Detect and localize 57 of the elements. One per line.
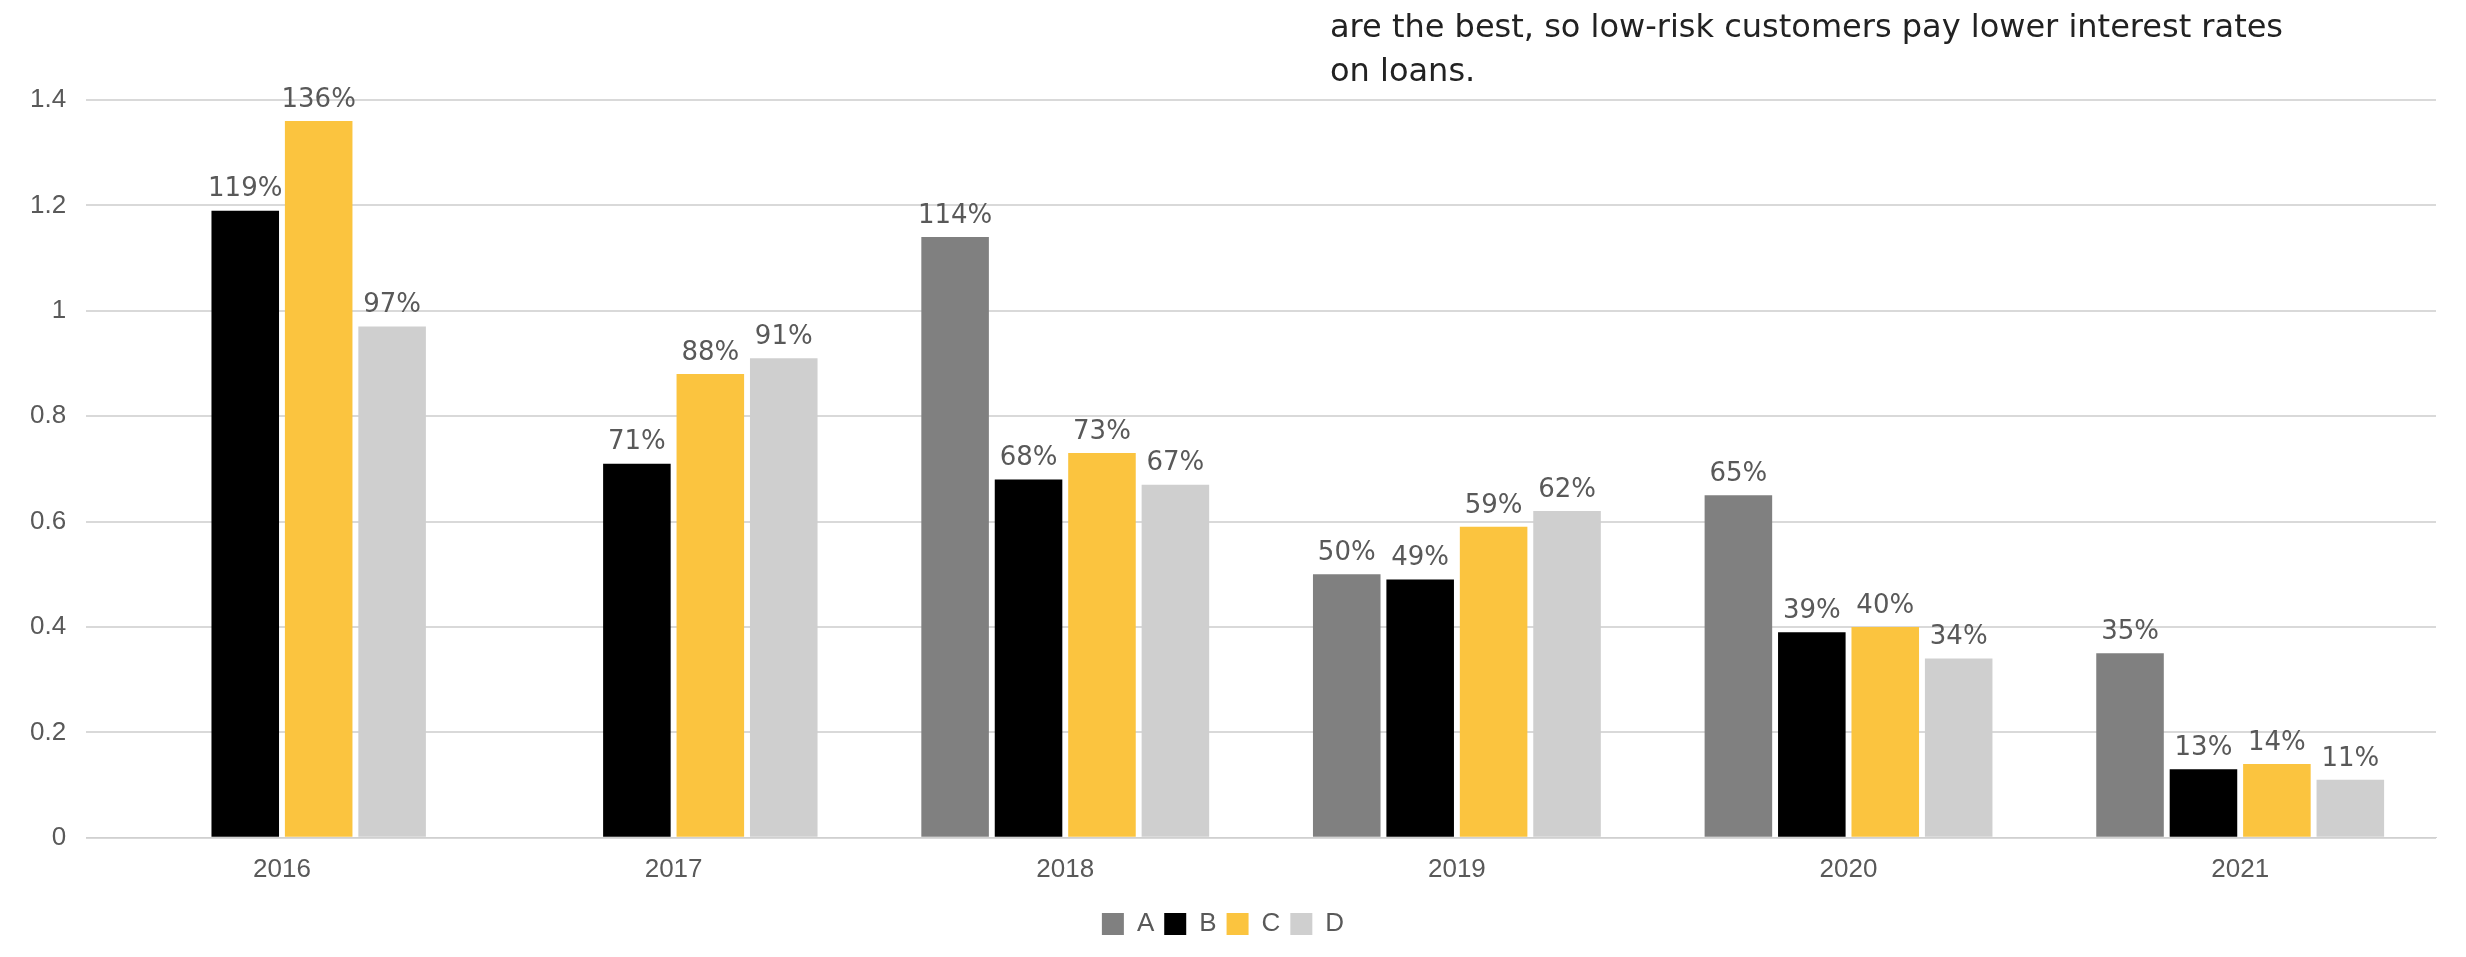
data-label: 97% (363, 288, 422, 319)
data-label: 59% (1464, 488, 1523, 519)
x-tick-label: 2020 (1819, 852, 1878, 883)
bar (994, 479, 1063, 837)
data-label: 62% (1538, 472, 1596, 503)
y-tick-label: 0.6 (29, 504, 67, 535)
x-tick-label: 2019 (1427, 852, 1486, 883)
bar (921, 237, 989, 837)
data-label: 35% (2101, 615, 2159, 646)
data-label: 67% (1146, 446, 1205, 477)
data-label: 50% (1317, 536, 1376, 567)
data-label: 65% (1709, 457, 1768, 487)
bar (1851, 627, 1920, 837)
data-label: 49% (1391, 541, 1450, 572)
legend-label: B (1199, 907, 1217, 938)
data-label: 114% (917, 198, 993, 229)
bar (1704, 495, 1773, 837)
bar (1312, 574, 1381, 837)
bar (2096, 653, 2164, 837)
data-label: 71% (607, 425, 666, 456)
data-label: 13% (2174, 731, 2233, 762)
data-label: 14% (2248, 725, 2306, 756)
bar (1778, 632, 1846, 837)
bar (1386, 579, 1454, 837)
data-label: 136% (281, 82, 356, 113)
y-tick-label: 0.8 (29, 399, 67, 430)
data-label: 40% (1856, 588, 1915, 619)
data-label: 68% (999, 441, 1058, 472)
legend-label: C (1261, 907, 1281, 938)
x-tick-label: 2017 (644, 852, 703, 883)
x-tick-label: 2018 (1036, 852, 1095, 883)
text: are the best, so low-risk customers pay lower interest rates on loans. (1330, 6, 2285, 91)
y-tick-label: 1.2 (29, 188, 67, 219)
y-tick-label: 0 (51, 820, 67, 851)
data-label: 91% (754, 319, 813, 350)
data-label: 119% (208, 172, 283, 203)
data-label: 34% (1929, 620, 1988, 651)
bar (1068, 453, 1136, 837)
y-tick-label: 0.2 (29, 715, 67, 746)
x-tick-label: 2016 (253, 852, 311, 883)
data-label: 39% (1782, 594, 1841, 625)
y-tick-label: 0.4 (29, 610, 67, 641)
bar (2169, 769, 2238, 837)
bar (676, 374, 745, 837)
y-tick-label: 1.4 (29, 83, 67, 114)
bar (2243, 764, 2311, 837)
x-tick-label: 2021 (2211, 852, 2270, 883)
data-label: 73% (1073, 414, 1131, 445)
bar (1459, 526, 1528, 837)
bar (603, 463, 671, 837)
y-tick-label: 1 (51, 293, 67, 324)
bar (211, 210, 280, 837)
data-label: 11% (2321, 741, 2380, 772)
data-label: 88% (681, 335, 740, 366)
legend-label: A (1136, 907, 1155, 938)
bar (284, 121, 353, 837)
legend-label: D (1325, 907, 1345, 938)
